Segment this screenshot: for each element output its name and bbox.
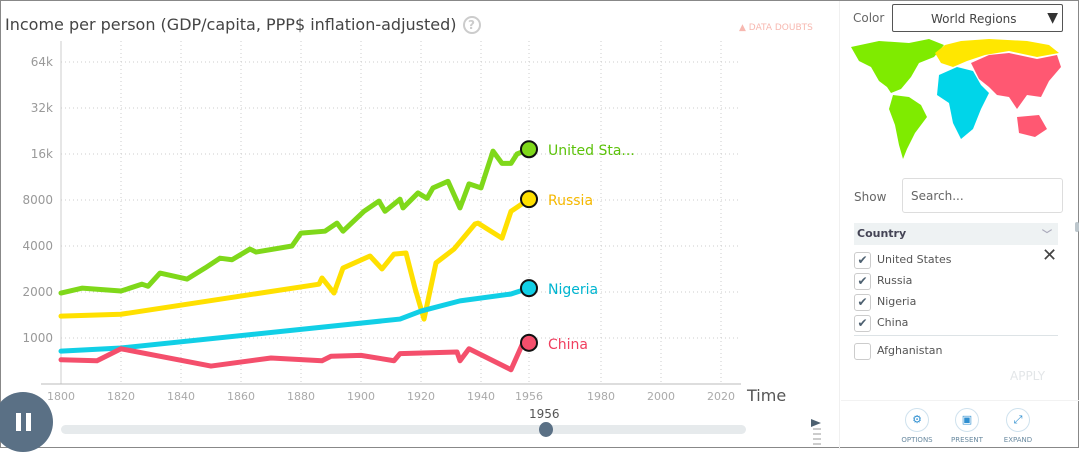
country-header-label: Country [857,227,907,240]
data-doubts-label: DATA DOUBTS [748,23,813,33]
checkbox[interactable]: ✔ [854,272,871,290]
apply-button[interactable]: APPLY [1010,369,1046,383]
slider-year-label: 1956 [529,407,560,421]
help-icon[interactable]: ? [462,16,481,34]
map-region-africa[interactable] [937,67,989,139]
present-button[interactable]: ▣ PRESENT [937,408,997,444]
expand-label: EXPAND [1003,436,1033,444]
x-tick-label: 1880 [287,390,315,401]
country-list-header[interactable]: Country ﹀ [854,223,1058,245]
color-select-value: World Regions [931,12,1017,26]
time-slider-track[interactable] [61,425,746,434]
x-tick-label: 1820 [107,390,135,401]
country-item[interactable]: ✔ China [854,314,908,332]
expand-icon: ⤢ [1006,408,1030,432]
search-input[interactable] [902,178,1063,213]
country-name: Afghanistan [877,344,943,357]
x-tick-label: 1980 [587,390,615,401]
country-name: United States [877,253,952,266]
series-end-marker[interactable] [520,279,538,298]
present-label: PRESENT [951,436,983,444]
y-tick-label: 8000 [22,193,53,207]
chevron-down-icon: ﹀ [1042,230,1052,241]
clear-selection-icon[interactable]: ✕ [1042,245,1058,266]
country-item[interactable]: Afghanistan [854,342,942,360]
dropdown-arrow-icon: ▼ [1047,10,1058,26]
x-tick-label: 1900 [347,390,375,401]
series-end-marker[interactable] [520,333,538,352]
series-label[interactable]: Russia [548,193,593,209]
presentation-icon: ▣ [955,408,979,432]
color-label: Color [853,11,885,25]
panel-divider [839,1,840,449]
scrollbar[interactable] [1075,222,1079,232]
map-region-europe[interactable] [935,39,1059,67]
time-slider-handle[interactable] [539,422,553,437]
gear-icon: ⚙ [905,408,929,432]
series-line-united-states[interactable] [58,146,532,296]
series-end-marker[interactable] [520,140,538,159]
series-line-nigeria[interactable] [58,285,532,354]
toolbar-divider [841,400,1079,401]
title-text: Income per person (GDP/capita, PPP$ infl… [5,15,457,34]
y-tick-label: 4000 [22,239,53,253]
series-end-marker[interactable] [520,190,538,209]
speed-control-icon[interactable] [811,419,823,445]
map-region-asia[interactable] [971,53,1061,137]
x-tick-label: 2020 [707,390,735,401]
pause-button[interactable] [0,392,53,452]
series-line-russia[interactable] [58,196,532,322]
options-button[interactable]: ⚙ OPTIONS [887,408,947,444]
x-tick-label: 1860 [227,390,255,401]
checkbox[interactable]: ✔ [854,251,871,269]
warning-icon: ▲ [739,23,749,33]
data-doubts-link[interactable]: ▲ DATA DOUBTS [739,23,813,33]
series-line-china[interactable] [58,340,532,373]
x-tick-label: 1920 [407,390,435,401]
chart-title: Income per person (GDP/capita, PPP$ infl… [5,15,481,34]
country-item[interactable]: ✔ United States [854,251,952,269]
country-name: Nigeria [877,295,917,308]
options-label: OPTIONS [901,436,933,444]
country-name: China [877,316,909,329]
checkbox[interactable]: ✔ [854,314,871,332]
x-axis-title[interactable]: Time [747,386,787,405]
x-tick-label: 1800 [47,390,75,401]
x-tick-label: 1840 [167,390,195,401]
color-select[interactable]: World Regions ▼ [892,4,1063,32]
country-name: Russia [877,274,913,287]
y-tick-label: 1000 [22,331,53,345]
y-tick-label: 64k [31,55,53,69]
show-label: Show [854,190,887,204]
series-label[interactable]: Nigeria [548,282,598,298]
series-label[interactable]: United Sta... [548,143,635,159]
checkbox[interactable]: ✔ [854,293,871,311]
series-label[interactable]: China [548,337,588,353]
y-tick-label: 16k [31,147,53,161]
x-tick-label: 2000 [647,390,675,401]
world-regions-map[interactable] [849,37,1064,162]
x-tick-label: 1956 [515,390,543,401]
checkbox[interactable] [854,342,871,360]
country-item[interactable]: ✔ Nigeria [854,293,916,311]
expand-button[interactable]: ⤢ EXPAND [988,408,1048,444]
y-tick-label: 32k [31,101,53,115]
list-divider [854,335,1058,336]
line-chart: 1800 1820 1840 1860 1880 1900 1920 1940 1956 1980… [22,41,741,401]
x-tick-label: 1940 [467,390,495,401]
country-item[interactable]: ✔ Russia [854,272,912,290]
y-tick-label: 2000 [22,285,53,299]
map-region-americas[interactable] [851,39,944,159]
